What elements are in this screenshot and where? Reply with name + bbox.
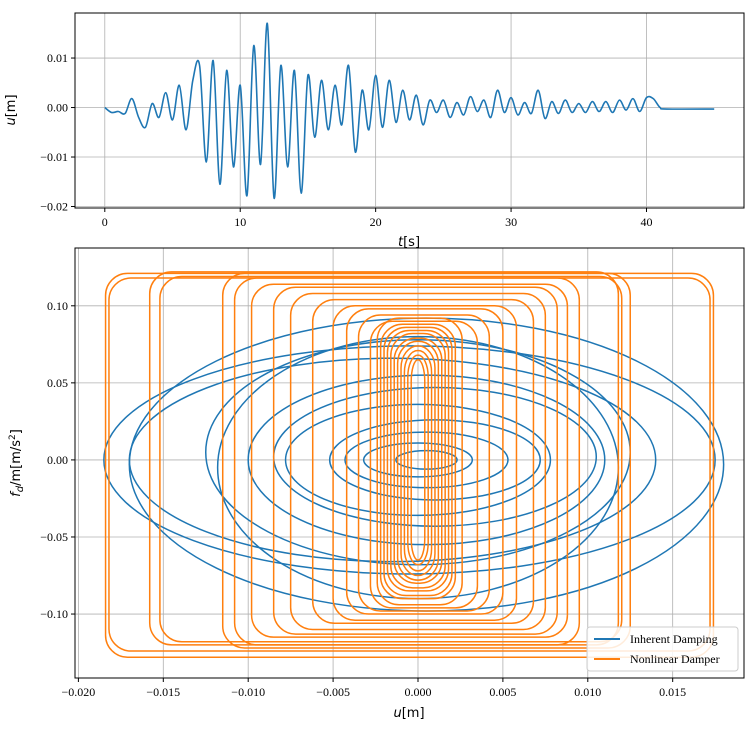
top-x-tick-label: 0 [102, 215, 108, 229]
nonlinear-damper-loop [221, 272, 631, 649]
top-y-tick-label: 0.01 [47, 51, 68, 65]
nonlinear-damper-loop [233, 277, 581, 646]
bottom-y-axis-label: fd/m[m/s2] [8, 429, 26, 497]
bottom-x-tick-label: 0.015 [659, 685, 686, 699]
top-axes-frame [74, 12, 745, 209]
nonlinear-damper-loop [379, 323, 457, 600]
nonlinear-damper-loop [410, 358, 426, 561]
inherent-damping-loop [344, 431, 509, 489]
inherent-damping-loop [395, 449, 458, 470]
bottom-x-axis-label: u[m] [393, 706, 424, 721]
nonlinear-damper-loop [400, 345, 436, 577]
nonlinear-damper-loop [345, 308, 504, 615]
bottom-x-tick-label: 0.005 [489, 685, 516, 699]
inherent-damping-loop [362, 442, 474, 478]
top-x-tick-label: 10 [234, 215, 246, 229]
top-x-tick-label: 30 [505, 215, 517, 229]
bottom-x-tick-label: −0.010 [231, 685, 265, 699]
nonlinear-damper-loop [393, 337, 443, 584]
bottom-ticks: −0.020 −0.015 −0.010 −0.005 0.000 0.005 0.010 0… [40, 299, 686, 699]
bottom-axes-frame [74, 247, 745, 679]
displacement-time-chart: 0 10 20 30 40 −0.02 −0.01 0.00 0.01 u[m] t[s] [4, 12, 745, 250]
top-x-tick-label: 20 [370, 215, 382, 229]
nonlinear-damper-loop [289, 292, 547, 631]
displacement-series-line [104, 22, 715, 199]
top-grid [75, 13, 744, 208]
top-x-tick-label: 40 [640, 215, 652, 229]
top-x-axis-label: t[s] [398, 235, 420, 250]
nonlinear-damper-loop [159, 275, 623, 643]
legend-box [586, 626, 739, 672]
legend: Inherent Damping Nonlinear Damper [586, 626, 739, 672]
top-y-axis-label: u[m] [4, 94, 19, 125]
top-series [104, 22, 715, 199]
nonlinear-damper-loop [369, 320, 479, 609]
inherent-damping-loop [247, 374, 606, 546]
nonlinear-damper-loop [396, 340, 440, 581]
nonlinear-damper-loop [272, 286, 558, 635]
nonlinear-damper-loop [403, 349, 433, 572]
bottom-y-tick-label: −0.05 [40, 530, 68, 544]
bottom-x-tick-label: 0.000 [404, 685, 431, 699]
inherent-damping-loop [284, 403, 552, 517]
nonlinear-damper-loop [376, 317, 463, 606]
nonlinear-damper-loop [332, 305, 518, 621]
inherent-damping-loop [103, 345, 716, 575]
nonlinear-damper-loop [390, 332, 446, 589]
inherent-damping-loop [128, 357, 657, 563]
bottom-y-tick-label: 0.10 [47, 299, 68, 313]
bottom-plot-area [75, 248, 744, 678]
top-y-tick-label: 0.00 [47, 101, 68, 115]
bottom-x-tick-label: −0.020 [62, 685, 96, 699]
legend-label-inherent-damping: Inherent Damping [630, 632, 718, 646]
bottom-y-tick-label: −0.10 [40, 607, 68, 621]
bottom-y-tick-label: 0.00 [47, 453, 68, 467]
nonlinear-damper-loop [311, 298, 535, 625]
bottom-x-tick-label: −0.015 [146, 685, 180, 699]
top-ticks: 0 10 20 30 40 −0.02 −0.01 0.00 0.01 [40, 51, 652, 229]
hysteresis-chart: −0.020 −0.015 −0.010 −0.005 0.000 0.005 0.010 0… [8, 247, 745, 721]
nonlinear-damper-loop [407, 354, 429, 566]
nonlinear-damper-loop [357, 314, 491, 612]
bottom-y-tick-label: 0.05 [47, 376, 68, 390]
nonlinear-damper-loop [386, 329, 450, 592]
top-plot-area [75, 13, 744, 208]
top-y-tick-label: −0.02 [40, 200, 68, 214]
nonlinear-damper-loop [383, 326, 453, 597]
bottom-x-tick-label: −0.005 [316, 685, 350, 699]
bottom-series [103, 271, 725, 658]
nonlinear-damper-loop [250, 283, 569, 638]
bottom-x-tick-label: 0.010 [574, 685, 601, 699]
top-y-tick-label: −0.01 [40, 150, 68, 164]
legend-label-nonlinear-damper: Nonlinear Damper [630, 652, 720, 666]
